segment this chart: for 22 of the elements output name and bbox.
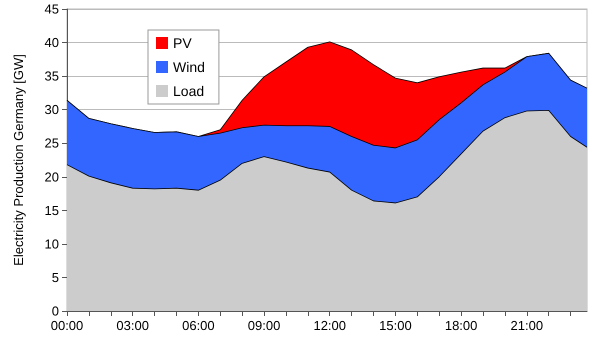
x-tick-label: 21:00 (510, 318, 544, 333)
y-tick-label: 15 (44, 202, 59, 218)
x-tick-label: 06:00 (182, 318, 215, 333)
y-tick-label: 5 (52, 270, 59, 285)
x-tick-label: 00:00 (50, 318, 84, 333)
y-tick-label: 20 (44, 169, 59, 184)
y-tick-label: 30 (44, 102, 59, 118)
x-tick-label: 15:00 (379, 318, 412, 333)
y-tick-label: 25 (44, 136, 59, 151)
x-tick-label: 09:00 (248, 318, 280, 333)
y-tick-label: 10 (44, 236, 59, 252)
legend-label: Load (173, 83, 204, 99)
y-tick-label: 0 (52, 304, 59, 318)
x-tick-label: 18:00 (444, 318, 478, 333)
legend-label: Wind (173, 59, 205, 75)
legend-label: PV (173, 35, 192, 51)
y-tick-label: 45 (44, 2, 59, 16)
y-tick-label: 35 (44, 68, 59, 84)
y-tick-label: 40 (44, 35, 59, 50)
x-tick-label: 12:00 (313, 318, 346, 333)
x-tick-label: 03:00 (116, 318, 149, 333)
y-axis-title: Electricity Production Germany [GW] (11, 54, 26, 266)
